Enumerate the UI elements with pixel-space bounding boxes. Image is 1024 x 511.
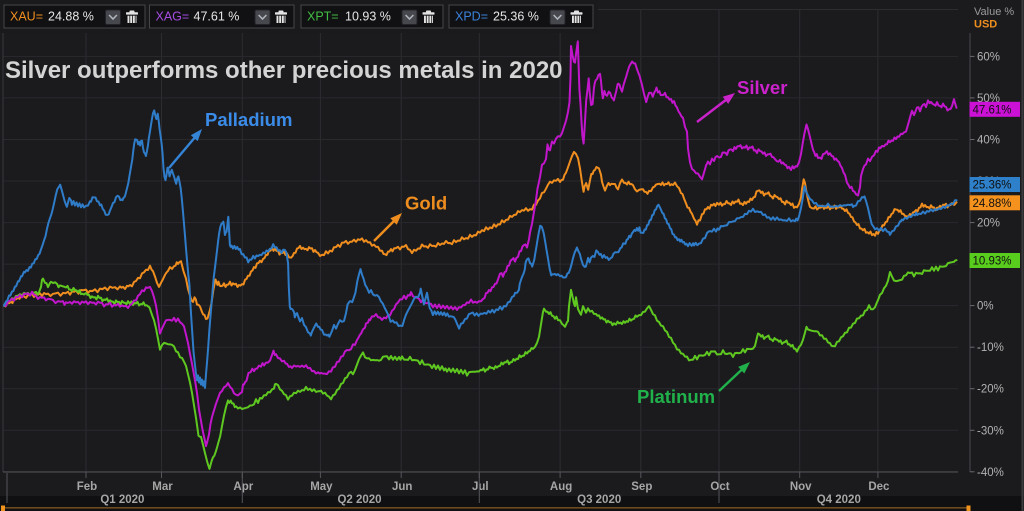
svg-text:Q1 2020: Q1 2020 [100,494,144,506]
svg-text:Dec: Dec [868,481,890,493]
svg-text:-20%: -20% [977,384,1004,396]
svg-text:XAG=: XAG= [156,10,190,24]
svg-text:Feb: Feb [77,481,97,493]
svg-text:Silver outperforms other preci: Silver outperforms other precious metals… [5,57,563,84]
svg-text:Platinum: Platinum [637,386,715,407]
svg-text:Jun: Jun [392,481,412,493]
svg-text:Silver: Silver [737,77,787,98]
svg-text:0%: 0% [977,301,994,313]
svg-text:USD: USD [974,19,997,31]
svg-text:Value %: Value % [974,6,1014,18]
svg-text:Apr: Apr [233,481,253,493]
svg-text:10.93%: 10.93% [973,256,1012,268]
svg-text:Palladium: Palladium [205,109,292,130]
svg-text:Nov: Nov [790,481,812,493]
svg-text:Q3 2020: Q3 2020 [577,494,621,506]
svg-text:Q4 2020: Q4 2020 [817,494,861,506]
svg-text:-30%: -30% [977,425,1004,437]
svg-text:-10%: -10% [977,342,1004,354]
svg-text:10.93 %: 10.93 % [345,10,391,24]
svg-text:Oct: Oct [710,481,729,493]
svg-text:25.36 %: 25.36 % [493,10,539,24]
svg-text:24.88 %: 24.88 % [48,10,94,24]
svg-text:Mar: Mar [152,481,173,493]
svg-text:May: May [310,481,333,493]
svg-text:24.88%: 24.88% [973,198,1012,210]
svg-text:XPT=: XPT= [307,10,339,24]
svg-text:40%: 40% [977,135,1000,147]
svg-text:Gold: Gold [405,193,447,214]
svg-text:47.61 %: 47.61 % [194,10,240,24]
svg-text:20%: 20% [977,218,1000,230]
svg-text:XPD=: XPD= [455,10,488,24]
svg-text:Aug: Aug [550,481,572,493]
svg-text:Sep: Sep [631,481,652,493]
svg-text:XAU=: XAU= [10,10,43,24]
svg-text:Jul: Jul [472,481,489,493]
svg-text:25.36%: 25.36% [973,180,1012,192]
svg-text:Q2 2020: Q2 2020 [337,494,381,506]
svg-text:-40%: -40% [977,467,1004,479]
svg-text:47.61%: 47.61% [973,104,1012,116]
svg-text:60%: 60% [977,51,1000,63]
